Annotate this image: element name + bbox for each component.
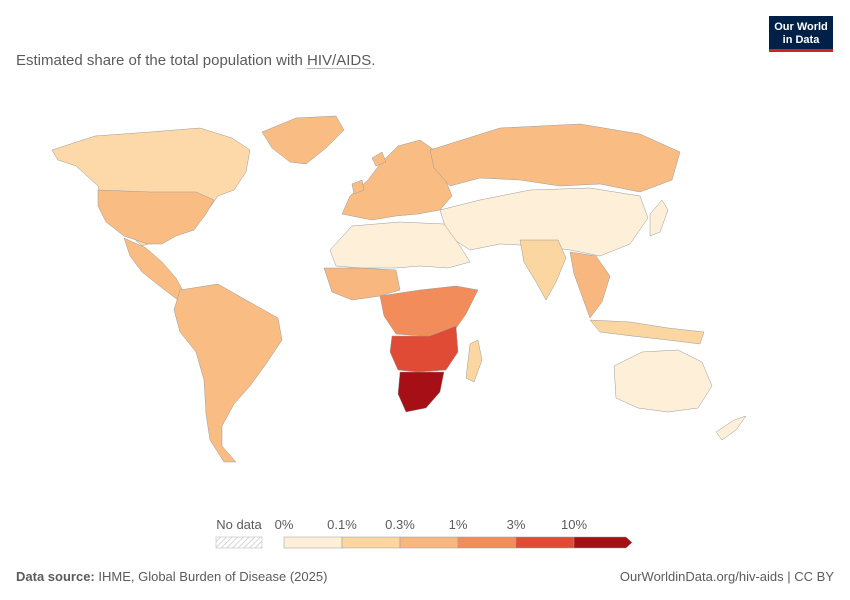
logo-line-1: Our World [774,21,828,33]
region-new-zealand[interactable] [715,415,747,441]
region-madagascar[interactable] [465,339,483,383]
region-russia[interactable] [429,123,681,193]
map-legend: No data 0% 0.1% 0.3% 1% 3% 10% [215,517,633,549]
region-central-east-africa[interactable] [379,285,479,337]
legend-bin-swatch[interactable] [457,536,517,549]
title-prefix: Estimated share of the total population … [16,52,308,69]
chart-title: Estimated share of the total population … [16,52,375,69]
region-southeast-asia[interactable] [569,251,611,319]
region-uk[interactable] [371,151,387,167]
region-southern-central-africa[interactable] [389,325,459,373]
legend-bin-swatch[interactable] [283,536,343,549]
source-text: IHME, Global Burden of Disease (2025) [98,569,328,584]
region-iceland[interactable] [351,179,365,195]
footer-source: Data source: IHME, Global Burden of Dise… [16,569,327,584]
legend-no-data-label: No data [216,517,262,532]
region-southern-africa[interactable] [397,371,445,413]
region-central-america[interactable] [123,237,187,301]
footer-credit: OurWorldinData.org/hiv-aids | CC BY [620,569,834,584]
region-japan[interactable] [649,199,669,237]
legend-bin-label: 3% [507,517,526,532]
footer-separator: | [783,569,795,584]
legend-bin-label: 1% [449,517,468,532]
legend-no-data-swatch[interactable] [215,536,263,549]
legend-bin-label: 0.3% [385,517,415,532]
logo-line-2: in Data [782,34,820,46]
region-indonesia[interactable] [589,319,705,345]
region-greenland[interactable] [261,115,345,165]
title-topic-link[interactable]: HIV/AIDS [307,52,372,69]
region-india[interactable] [519,239,567,301]
legend-bin-label: 0% [275,517,294,532]
world-map [51,115,747,463]
owid-logo[interactable]: Our World in Data [769,16,833,52]
region-asia[interactable] [439,187,649,257]
legend-bin-swatch[interactable] [399,536,459,549]
license-link[interactable]: CC BY [794,569,834,584]
legend-bin-swatch[interactable] [341,536,401,549]
region-south-america[interactable] [173,283,283,463]
legend-bin-label: 10% [561,517,587,532]
legend-bin-label: 0.1% [327,517,357,532]
title-suffix: . [371,52,376,69]
source-label: Data source: [16,569,95,584]
source-url-link[interactable]: OurWorldinData.org/hiv-aids [619,569,784,584]
region-north-africa[interactable] [329,221,471,269]
region-australia[interactable] [613,349,713,413]
legend-bin-swatch[interactable] [515,536,575,549]
legend-bin-swatch[interactable] [573,536,633,549]
region-west-africa[interactable] [323,267,401,301]
region-united-states[interactable] [97,189,215,245]
